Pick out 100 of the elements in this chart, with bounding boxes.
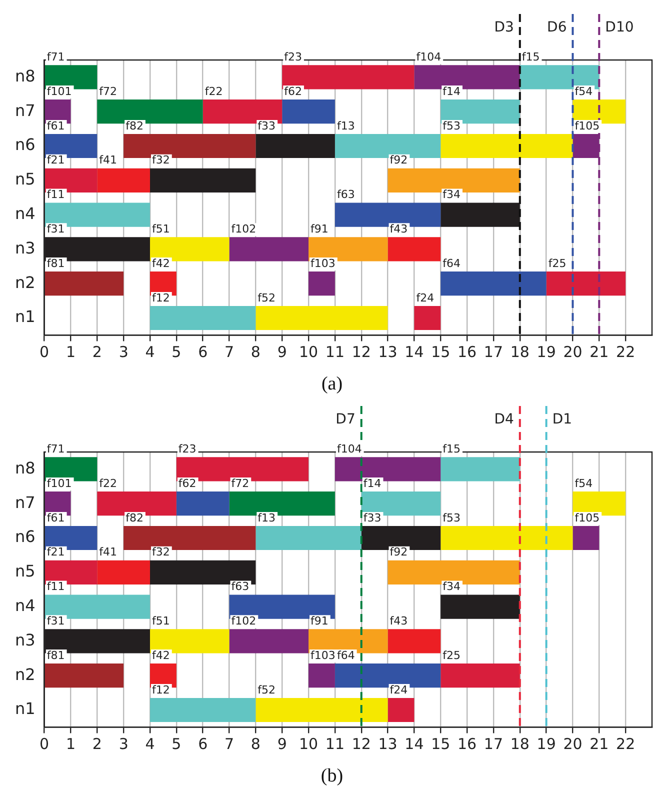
x-tick-label: 10	[298, 735, 318, 754]
data-label: f104	[416, 50, 442, 64]
x-tick-label: 2	[92, 343, 102, 362]
data-label: f25	[548, 256, 566, 270]
x-tick-label: 18	[510, 343, 530, 362]
y-tick-label: n1	[14, 307, 36, 326]
data-label: f81	[46, 256, 65, 270]
x-tick-label: 2	[92, 735, 102, 754]
ref-line-label: D1	[552, 412, 572, 428]
x-tick-label: 16	[458, 735, 477, 754]
data-label: f32	[152, 154, 170, 167]
bar	[229, 629, 309, 654]
data-label: f12	[152, 291, 170, 304]
data-label: f51	[152, 614, 170, 628]
x-tick-label: 10	[298, 343, 318, 362]
y-tick-label: n5	[14, 170, 36, 189]
data-label: f23	[284, 50, 302, 64]
x-tick-label: 19	[536, 343, 556, 362]
bar	[150, 168, 256, 192]
data-label: f24	[390, 683, 408, 696]
data-label: f32	[152, 546, 170, 559]
y-tick-label: n2	[14, 664, 36, 684]
x-tick-label: 8	[250, 735, 260, 754]
bar	[546, 272, 626, 296]
bar	[440, 202, 520, 227]
x-tick-label: 11	[325, 343, 344, 362]
data-label: f33	[258, 119, 276, 132]
data-label: f51	[152, 222, 170, 236]
y-tick-label: n2	[14, 272, 36, 292]
data-label: f102	[231, 614, 256, 628]
data-label: f104	[336, 442, 362, 456]
data-label: f14	[363, 476, 382, 490]
x-tick-label: 15	[431, 735, 450, 754]
x-tick-label: 12	[352, 343, 371, 362]
x-tick-label: 4	[145, 343, 155, 362]
x-tick-label: 16	[458, 343, 477, 362]
x-tick-label: 5	[172, 735, 182, 754]
data-label: f11	[46, 188, 65, 202]
data-label: f31	[46, 614, 65, 628]
data-label: f15	[442, 442, 461, 456]
y-tick-label: n1	[14, 699, 36, 718]
data-label: f34	[442, 580, 461, 594]
data-label: f23	[178, 442, 196, 456]
bar	[308, 664, 335, 688]
x-tick-label: 22	[616, 735, 636, 754]
data-label: f61	[46, 119, 65, 132]
x-tick-label: 0	[40, 343, 50, 362]
data-label: f103	[310, 648, 336, 662]
y-tick-label: n5	[14, 562, 36, 581]
x-tick-label: 9	[277, 343, 287, 362]
y-tick-label: n8	[14, 66, 36, 86]
x-tick-label: 11	[325, 735, 344, 754]
x-tick-label: 5	[172, 343, 182, 362]
data-label: f62	[178, 476, 196, 490]
x-tick-label: 18	[510, 735, 530, 754]
data-label: f53	[442, 119, 461, 132]
bar	[44, 272, 124, 296]
data-label: f42	[152, 256, 170, 270]
y-tick-label: n3	[14, 238, 36, 258]
data-label: f81	[46, 648, 65, 662]
bar	[150, 306, 256, 330]
x-tick-label: 22	[616, 343, 636, 362]
y-tick-label: n7	[14, 100, 36, 120]
x-tick-label: 7	[224, 735, 234, 754]
data-label: f72	[99, 84, 118, 98]
data-label: f82	[126, 511, 144, 524]
data-label: f92	[390, 546, 408, 559]
text: (a)	[321, 374, 343, 395]
text: (b)	[320, 766, 344, 787]
bar	[440, 272, 546, 296]
data-label: f91	[310, 614, 328, 628]
data-label: f11	[46, 580, 65, 594]
data-label: f21	[46, 546, 65, 559]
data-label: f101	[46, 476, 72, 490]
data-label: f34	[442, 188, 461, 202]
data-label: f82	[126, 119, 144, 132]
data-label: f63	[231, 580, 250, 594]
bar	[44, 664, 124, 688]
data-label: f14	[442, 84, 461, 98]
data-label: f64	[336, 648, 355, 662]
x-tick-label: 12	[352, 735, 371, 754]
data-label: f22	[99, 476, 118, 490]
x-tick-label: 6	[198, 343, 208, 362]
data-label: f33	[363, 511, 382, 524]
x-tick-label: 13	[378, 343, 398, 362]
data-label: f15	[522, 50, 540, 64]
data-label: f91	[310, 222, 328, 236]
data-label: f71	[46, 442, 65, 456]
x-tick-label: 21	[590, 343, 609, 362]
x-tick-label: 15	[431, 343, 450, 362]
bar	[256, 134, 335, 158]
data-label: f54	[574, 84, 593, 98]
x-tick-label: 6	[198, 735, 208, 754]
bar	[176, 492, 230, 516]
data-label: f31	[46, 222, 65, 236]
data-label: f12	[152, 683, 170, 696]
bar	[440, 594, 520, 619]
data-label: f105	[574, 119, 600, 132]
x-tick-label: 19	[536, 735, 556, 754]
bar	[150, 698, 256, 722]
